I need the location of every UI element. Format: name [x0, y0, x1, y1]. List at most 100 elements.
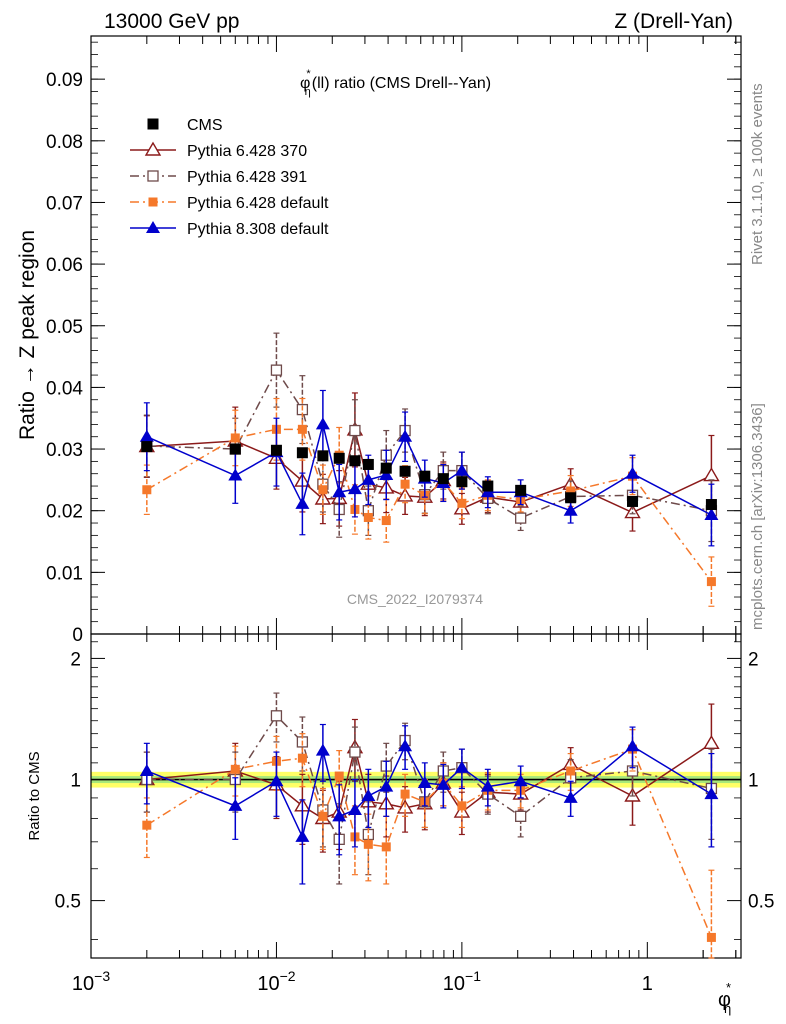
ratio-series-layer [138, 692, 720, 959]
ratio-pythia-8-308-default-marker [139, 763, 154, 776]
main-y-tick-label: 0.03 [46, 440, 83, 461]
main-pythia-6-428-default-marker [318, 485, 328, 495]
legend-item-pythia-6-428-391: Pythia 6.428 391 [130, 169, 307, 186]
ratio-pythia-6-428-default-marker [706, 932, 716, 942]
legend-item-pythia-6-428-default: Pythia 6.428 default [130, 195, 329, 212]
main-pythia-6-428-391-marker [515, 512, 527, 524]
main-y-tick-label: 0.01 [46, 563, 83, 584]
main-cms-marker [456, 476, 468, 488]
ratio-pythia-6-428-default-line [146, 748, 713, 938]
main-cms-marker [333, 452, 345, 464]
analysis-tag: CMS_2022_I2079374 [347, 591, 483, 607]
x-tick-label-exponent: −3 [94, 968, 110, 984]
x-tick-label-base: 1 [642, 973, 653, 995]
main-y-tick-label: 0.04 [46, 378, 83, 399]
legend-item-cms: CMS [147, 117, 223, 134]
ratio-panel-frame [90, 633, 742, 959]
header-energy-label: 13000 GeV pp [104, 10, 239, 33]
ratio-y-tick-label-right: 2 [748, 649, 759, 670]
main-cms-marker [705, 499, 717, 511]
x-axis-label-subscript: η [724, 1001, 731, 1016]
legend: CMS Pythia 6.428 370 Pythia 6.428 391 Pythi… [130, 117, 329, 238]
main-pythia-8-308-default-marker [332, 485, 347, 498]
legend-label: Pythia 8.308 default [187, 221, 329, 238]
ratio-pythia-6-428-default-marker [363, 839, 373, 849]
ratio-axis-ticks: 0.5 0.51 12 210−3 10−2 10−1 1 [55, 634, 774, 995]
main-y-tick-label: 0.06 [46, 255, 83, 276]
ratio-y-tick-label: 2 [70, 649, 81, 670]
main-y-tick-label: 0.05 [46, 317, 83, 338]
ratio-pythia-8-308-default-marker [269, 774, 284, 787]
x-tick-label-exponent: −1 [465, 968, 481, 984]
main-cms-marker [296, 447, 308, 459]
ratio-pythia-8-308-default-line [146, 744, 712, 840]
main-panel: 0 0.01 0.02 0.03 0.04 0.05 0.06 0.07 0.08 0.09 Ra… [16, 35, 742, 646]
ratio-pythia-8-308-default-marker [347, 802, 362, 815]
ratio-y-tick-label-right: 0.5 [748, 892, 774, 913]
main-pythia-8-308-default-marker [361, 472, 376, 485]
main-pythia-6-428-391-line [146, 368, 712, 519]
main-pythia-8-308-default-marker [454, 463, 469, 476]
ratio-pythia-6-428-default-marker [566, 766, 576, 776]
main-pythia-6-428-370-marker [624, 504, 641, 519]
main-pythia-8-308-default-marker [704, 508, 719, 521]
main-pythia-6-428-default-marker [457, 498, 467, 508]
ratio-pythia-6-428-391-marker [349, 746, 361, 758]
x-tick-label-base: 10 [72, 973, 94, 995]
ratio-pythia-6-428-default-marker [400, 789, 410, 799]
main-pythia-6-428-370-line [146, 429, 712, 514]
main-pythia-6-428-370-marker [703, 467, 720, 482]
main-cms-marker [229, 443, 241, 455]
main-pythia-6-428-370-series [138, 392, 720, 532]
ratio-pythia-8-308-default-marker [295, 829, 310, 842]
x-axis-label-superscript: * [726, 980, 731, 995]
ratio-pythia-6-428-370-marker [703, 734, 720, 750]
ratio-pythia-6-428-370-line [146, 742, 712, 820]
main-pythia-8-308-default-line [146, 424, 712, 516]
ratio-pythia-8-308-default-marker [228, 798, 243, 811]
ratio-pythia-8-308-default-marker [379, 779, 394, 792]
ratio-pythia-8-308-default-marker [332, 809, 347, 822]
main-y-axis-label: Ratio → Z peak region [16, 230, 39, 440]
ratio-pythia-6-428-default-series [142, 729, 716, 959]
main-axis-ticks: 0 0.01 0.02 0.03 0.04 0.05 0.06 0.07 0.08 0.09 [46, 36, 741, 646]
main-pythia-6-428-391-marker [270, 364, 283, 376]
main-pythia-8-308-default-marker [139, 429, 154, 442]
main-pythia-6-428-391-marker [349, 424, 361, 437]
ratio-pythia-8-308-default-marker [563, 790, 578, 803]
main-y-tick-label: 0.02 [46, 502, 83, 523]
ratio-pythia-6-428-391-series [141, 692, 718, 885]
x-tick-label-base: 10 [257, 973, 279, 995]
main-cms-series [141, 441, 717, 511]
legend-item-pythia-6-428-370: Pythia 6.428 370 [130, 141, 307, 160]
main-pythia-8-308-default-marker [315, 417, 330, 430]
main-pythia-8-308-default-marker [379, 467, 394, 480]
main-pythia-6-428-default-marker [297, 424, 307, 434]
main-title-subscript: η [305, 86, 311, 98]
x-axis-label: φ* η [718, 980, 731, 1016]
main-pythia-6-428-default-marker [566, 486, 576, 496]
ratio-pythia-8-308-default-marker [315, 743, 330, 756]
ratio-y-tick-label: 0.5 [55, 892, 81, 913]
main-cms-marker [380, 462, 392, 474]
main-cms-marker [627, 495, 639, 507]
main-title: φ* η(ll) ratio (CMS Drell--Yan) [300, 68, 491, 98]
ratio-pythia-8-308-default-marker [513, 774, 528, 787]
legend-label: Pythia 6.428 default [187, 195, 329, 212]
ratio-pythia-8-308-default-marker [704, 787, 719, 800]
main-y-tick-label: 0.09 [46, 70, 83, 91]
x-tick-label: 10−2 [257, 968, 295, 995]
main-cms-marker [270, 444, 282, 456]
main-pythia-6-428-default-marker [706, 577, 716, 587]
main-pythia-8-308-default-marker [398, 429, 413, 442]
main-cms-marker [437, 473, 449, 485]
legend-marker [147, 170, 159, 182]
main-pythia-8-308-default-marker [295, 496, 310, 509]
x-tick-label: 10−3 [72, 968, 110, 995]
main-cms-marker [419, 470, 431, 482]
ratio-pythia-8-308-default-marker [361, 788, 376, 801]
ratio-y-tick-label-right: 1 [748, 771, 759, 792]
main-y-tick-label: 0 [72, 625, 83, 646]
legend-label: CMS [187, 117, 223, 134]
